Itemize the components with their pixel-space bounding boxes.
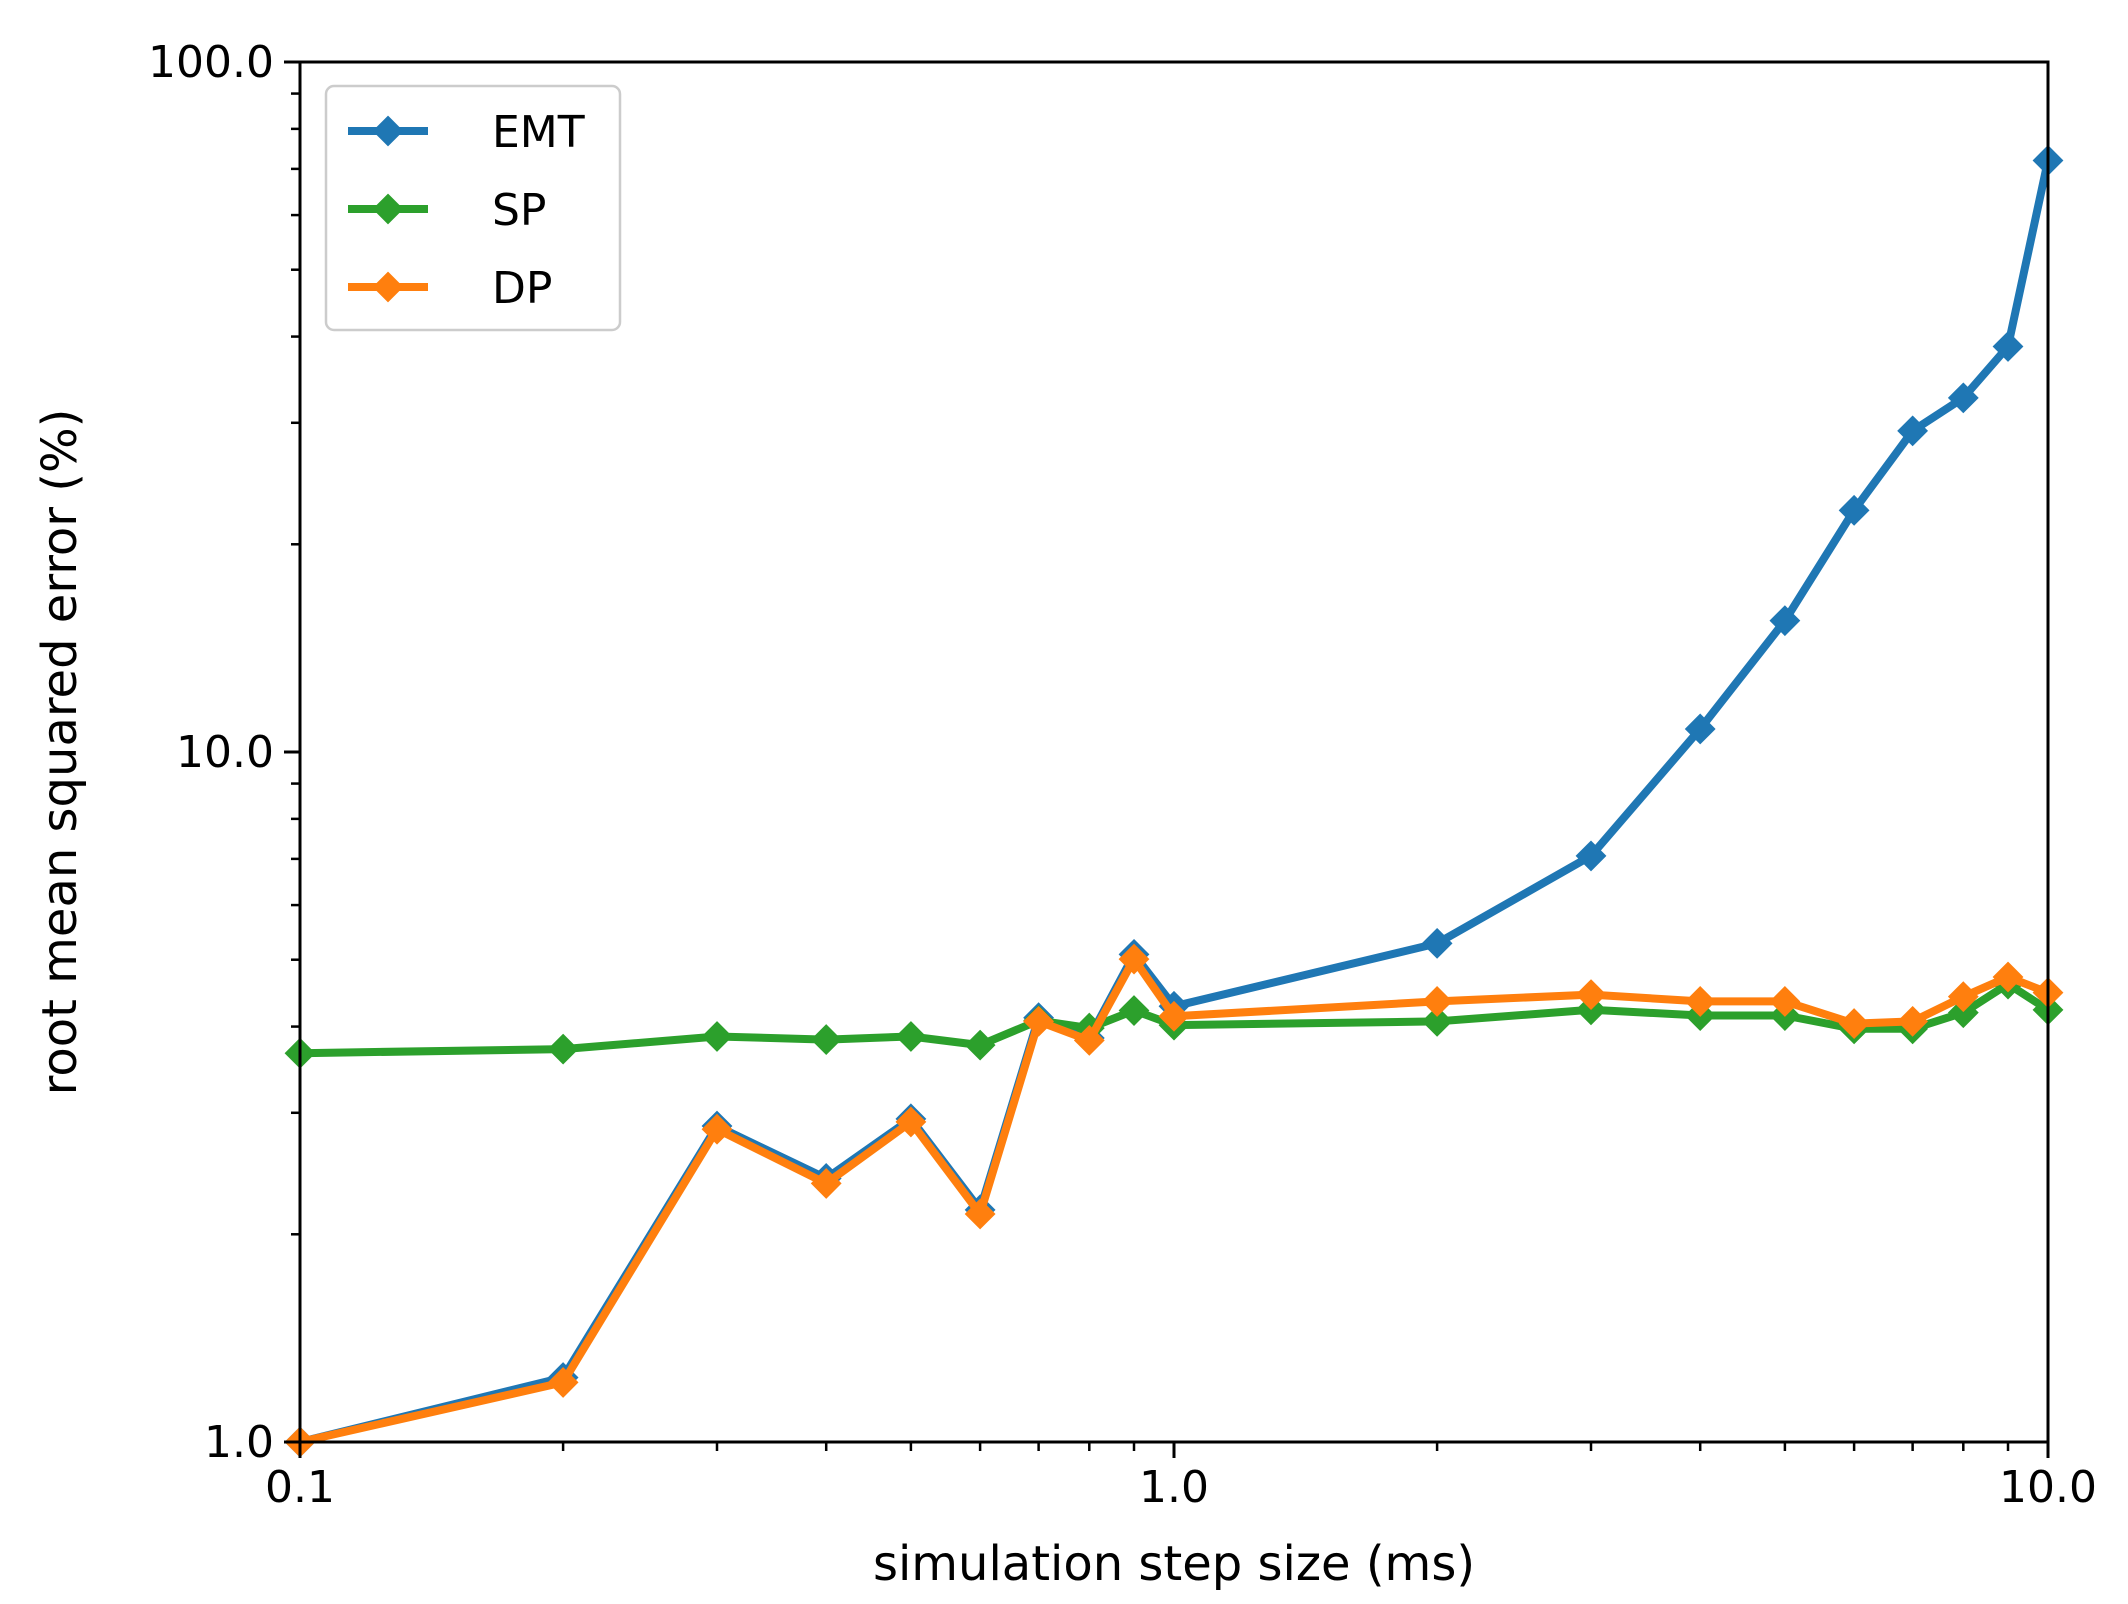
- plot-frame: [298, 60, 2050, 1444]
- y-axis-title: root mean squared error (%): [32, 409, 88, 1096]
- y-tick-label: 1.0: [204, 1417, 274, 1468]
- legend: EMT SP DP: [324, 84, 622, 332]
- data-point-emt: [1684, 713, 1716, 745]
- legend-marker: [372, 115, 404, 147]
- data-point-sp: [895, 1021, 927, 1052]
- x-tick-label: 1.0: [1139, 1462, 1209, 1513]
- data-point-emt: [1897, 415, 1929, 447]
- data-point-sp: [1118, 995, 1150, 1026]
- data-point-emt: [1575, 840, 1607, 872]
- legend-item-emt: EMT: [348, 107, 585, 158]
- data-point-dp: [1838, 1008, 1870, 1040]
- data-point-sp: [1947, 997, 1979, 1029]
- legend-item-dp: DP: [348, 263, 552, 314]
- data-point-dp: [1073, 1024, 1105, 1056]
- legend-label: DP: [492, 263, 552, 314]
- data-point-emt: [1992, 331, 2024, 362]
- data-point-dp: [1897, 1005, 1929, 1037]
- data-point-emt: [1838, 494, 1870, 526]
- x-axis-title: simulation step size (ms): [873, 1536, 1475, 1592]
- data-point-dp: [1684, 986, 1716, 1017]
- y-tick-label: 100.0: [148, 37, 274, 88]
- legend-marker: [372, 271, 404, 303]
- data-point-dp: [1118, 943, 1150, 975]
- x-tick-label: 10.0: [1999, 1462, 2097, 1513]
- data-point-emt: [1947, 382, 1979, 414]
- x-tick-label: 0.1: [265, 1462, 335, 1513]
- legend-item-sp: SP: [348, 185, 546, 236]
- data-point-emt: [1421, 927, 1453, 959]
- data-point-dp: [1158, 1000, 1190, 1032]
- data-point-sp: [547, 1033, 579, 1065]
- data-point-dp: [1992, 961, 2024, 993]
- y-tick-label: 10.0: [176, 727, 274, 778]
- data-point-sp: [701, 1021, 733, 1052]
- data-point-dp: [1023, 1005, 1055, 1037]
- data-point-dp: [895, 1106, 927, 1138]
- legend-marker: [372, 193, 404, 225]
- data-point-sp: [1421, 1005, 1453, 1037]
- legend-label: EMT: [492, 107, 585, 158]
- data-point-dp: [547, 1366, 579, 1398]
- data-point-dp: [1769, 986, 1801, 1017]
- data-point-dp: [964, 1198, 996, 1230]
- data-point-dp: [701, 1113, 733, 1145]
- data-point-sp: [964, 1029, 996, 1061]
- data-point-sp: [810, 1024, 842, 1056]
- series-dp: [284, 943, 2064, 1458]
- data-point-dp: [1421, 986, 1453, 1017]
- data-point-dp: [810, 1168, 842, 1199]
- data-point-emt: [1769, 605, 1801, 637]
- data-point-dp: [1947, 981, 1979, 1013]
- legend-label: SP: [492, 185, 546, 236]
- data-point-dp: [1575, 979, 1607, 1011]
- series-layer: [284, 145, 2064, 1458]
- legend-box: [324, 84, 622, 332]
